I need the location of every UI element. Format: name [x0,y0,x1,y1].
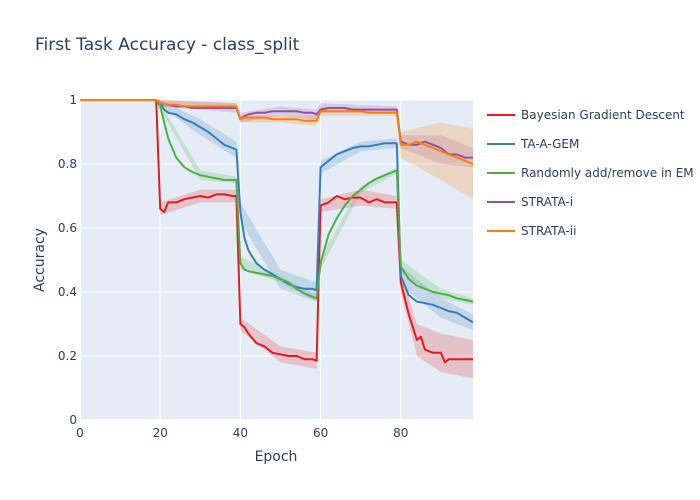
series-line-ta-a-gem [80,99,474,324]
legend-label: TA-A-GEM [520,137,579,151]
legend[interactable]: Bayesian Gradient Descent TA-A-GEM Randoml… [487,108,694,238]
series-lines [80,99,474,364]
x-tick-label: 60 [313,426,328,440]
y-tick-label: 0.2 [58,349,77,363]
legend-label: STRATA-i [521,195,573,209]
legend-item-bayesian-gradient-descent[interactable]: Bayesian Gradient Descent [487,108,685,122]
y-tick-label: 0.6 [58,221,77,235]
legend-label: Bayesian Gradient Descent [521,108,685,122]
band-ta-a-gem [80,100,473,331]
y-tick-label: 0.4 [58,285,77,299]
x-tick-label: 20 [153,426,168,440]
band-bayesian-gradient-descent [80,100,473,379]
legend-item-strata-ii[interactable]: STRATA-ii [487,224,576,238]
y-tick-labels: 0 0.2 0.4 0.6 0.8 1 [58,93,77,427]
y-tick-label: 0.8 [58,157,77,171]
x-axis-title: Epoch [255,449,298,465]
legend-label: STRATA-ii [521,224,576,238]
legend-item-ta-a-gem[interactable]: TA-A-GEM [487,137,579,151]
series-line-bayesian-gradient-descent [80,99,473,364]
y-tick-label: 1 [69,93,77,107]
legend-item-randomly-add-remove-in-em[interactable]: Randomly add/remove in EM [487,166,694,180]
legend-label: Randomly add/remove in EM [521,166,694,180]
series-line-strata-ii [80,99,474,165]
x-tick-label: 0 [76,426,84,440]
band-randomly-add-remove-in-em [80,100,473,305]
plot-area [80,100,473,420]
y-axis-title: Accuracy [32,228,48,292]
series-line-strata-i [80,99,473,159]
x-tick-labels: 0 20 40 60 80 [76,426,408,440]
x-tick-label: 80 [393,426,408,440]
y-tick-label: 0 [69,413,77,427]
chart-title: First Task Accuracy - class_split [35,35,300,55]
x-tick-label: 40 [233,426,248,440]
series-line-randomly-add-remove-in-em [80,99,474,303]
band-strata-i [80,100,473,168]
legend-item-strata-i[interactable]: STRATA-i [487,195,573,209]
